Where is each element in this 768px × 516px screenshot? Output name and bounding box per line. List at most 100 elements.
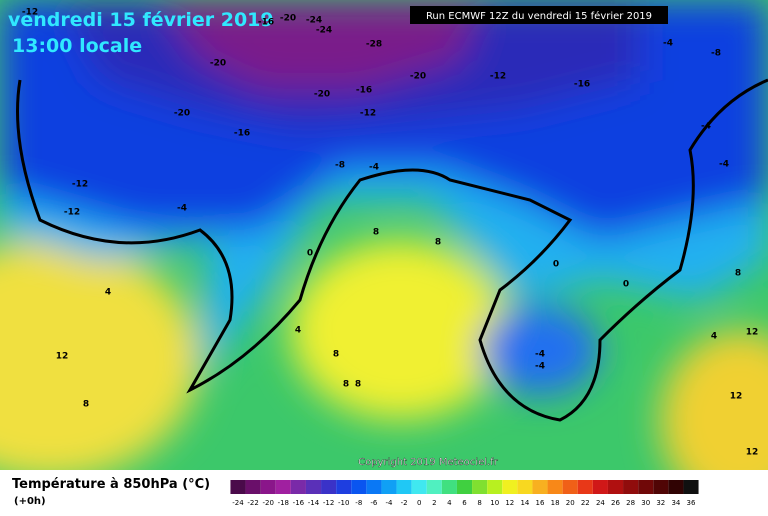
colorbar-tick-label: -4	[386, 499, 394, 507]
contour-label: 4	[295, 326, 301, 336]
contour-label: 4	[105, 288, 111, 298]
colorbar-swatch	[472, 480, 488, 494]
colorbar-tick-label: 34	[671, 499, 680, 507]
colorbar-tick-label: -8	[355, 499, 362, 507]
colorbar-tick-label: 14	[520, 499, 529, 507]
colorbar-tick-label: 10	[490, 499, 499, 507]
colorbar-tick-label: -24	[232, 499, 244, 507]
contour-label: -16	[258, 18, 274, 28]
colorbar-swatch	[683, 480, 699, 494]
colorbar-tick-label: 20	[566, 499, 575, 507]
colorbar-tick-label: 28	[626, 499, 635, 507]
colorbar-swatch	[577, 480, 593, 494]
colorbar-swatch	[411, 480, 427, 494]
contour-label: -12	[72, 180, 88, 190]
colorbar-swatch	[638, 480, 654, 494]
copyright: Copyright 2019 Meteociel.fr	[358, 457, 499, 468]
colorbar-tick-label: 36	[687, 499, 696, 507]
contour-label: -8	[711, 49, 721, 59]
contour-label: 12	[746, 328, 759, 338]
colorbar-swatch	[441, 480, 457, 494]
contour-label: 8	[333, 350, 339, 360]
colorbar-swatch	[517, 480, 533, 494]
colorbar-swatch	[230, 480, 246, 494]
contour-label: -12	[360, 109, 376, 119]
contour-label: 8	[343, 380, 349, 390]
colorbar-tick-label: -22	[247, 499, 258, 507]
colorbar-swatch	[487, 480, 503, 494]
contour-labels: -12-16 -20 -24-24-28-20-20 -12-16-16-20-20-…	[22, 8, 758, 458]
colorbar-tick-label: -16	[293, 499, 305, 507]
colorbar-swatch	[275, 480, 291, 494]
contour-label: 4	[711, 332, 717, 342]
colorbar-swatch	[381, 480, 397, 494]
contour-label: -4	[701, 122, 711, 132]
colorbar-swatch	[607, 480, 624, 494]
colorbar-swatch	[290, 480, 306, 494]
colorbar-swatch	[456, 480, 473, 494]
colorbar-tick-label: 12	[505, 499, 514, 507]
contour-label: 12	[730, 392, 743, 402]
colorbar-swatch	[321, 480, 337, 494]
colorbar-tick-label: 4	[447, 499, 452, 507]
contour-label: 8	[435, 238, 441, 248]
colorbar-tick-label: 26	[611, 499, 620, 507]
colorbar-tick-label: 18	[551, 499, 560, 507]
contour-label: -28	[366, 40, 382, 50]
contour-label: -20	[210, 59, 226, 69]
contour-label: -4	[535, 350, 545, 360]
contour-label: 0	[553, 260, 559, 270]
contour-label: -12	[64, 208, 80, 218]
contour-label: 12	[56, 352, 69, 362]
colorbar-tick-label: -18	[278, 499, 289, 507]
colorbar-swatch	[366, 480, 382, 494]
contour-label: -4	[719, 160, 729, 170]
contour-label: -4	[177, 204, 187, 214]
colorbar-swatch	[336, 480, 352, 494]
contour-label: -16	[356, 86, 372, 96]
colorbar-tick-label: 32	[656, 499, 665, 507]
colorbar-tick-label: 8	[477, 499, 481, 507]
footer-title: Température à 850hPa (°C)	[12, 477, 210, 492]
colorbar-tick-label: -10	[338, 499, 349, 507]
contour-label: -16	[234, 129, 250, 139]
contour-label: 0	[623, 280, 629, 290]
contour-label: -20	[314, 90, 330, 100]
contour-label: -16	[574, 80, 590, 90]
colorbar-tick-label: 2	[432, 499, 436, 507]
colorbar-tick-label: -20	[262, 499, 273, 507]
contour-label: -24	[316, 26, 332, 36]
contour-label: -20	[410, 72, 426, 82]
colorbar-tick-label: -14	[308, 499, 320, 507]
colorbar-swatch	[547, 480, 563, 494]
colorbar-tick-label: 30	[641, 499, 650, 507]
colorbar-swatch	[592, 480, 608, 494]
contour-label: 8	[355, 380, 361, 390]
time-label: 13:00 locale	[12, 35, 142, 57]
contour-label: 0	[307, 249, 313, 259]
footer-lead: (+0h)	[14, 496, 46, 507]
colorbar-tick-label: 16	[536, 499, 545, 507]
contour-label: 8	[83, 400, 89, 410]
contour-label: -4	[663, 39, 673, 49]
contour-label: 8	[373, 228, 379, 238]
contour-label: -20	[174, 109, 190, 119]
colorbar-swatch	[351, 480, 367, 494]
contour-label: -12	[22, 8, 38, 18]
contour-label: -4	[535, 362, 545, 372]
colorbar-tick-label: -6	[370, 499, 378, 507]
colorbar-swatch	[562, 480, 578, 494]
colorbar-swatch	[502, 480, 518, 494]
colorbar-swatch	[245, 480, 261, 494]
contour-label: -20	[280, 14, 296, 24]
contour-label: -24	[306, 16, 322, 26]
run-label: Run ECMWF 12Z du vendredi 15 février 201…	[426, 10, 652, 22]
colorbar-tick-label: 0	[417, 499, 421, 507]
colorbar-swatch	[305, 480, 322, 494]
contour-label: 8	[735, 269, 741, 279]
colorbar-tick-label: 24	[596, 499, 605, 507]
colorbar-tick-label: -2	[401, 499, 408, 507]
date-label: vendredi 15 février 2019	[8, 9, 274, 31]
